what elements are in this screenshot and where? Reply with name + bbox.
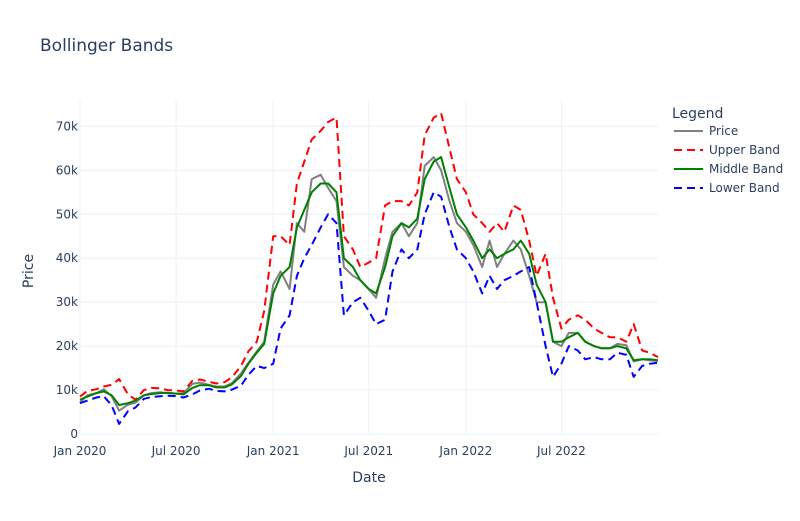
legend-title: Legend <box>672 106 723 122</box>
y-tick-label: 60k <box>56 163 78 177</box>
grid <box>79 100 658 435</box>
legend-item-price[interactable]: Price <box>674 124 738 138</box>
x-axis-ticks: Jan 2020 Jul 2020 Jan 2021 Jul 2021 Jan 2022… <box>53 444 586 458</box>
y-tick-label: 30k <box>56 295 78 309</box>
x-tick-label: Jul 2020 <box>151 444 201 458</box>
middle-band-line <box>79 156 659 406</box>
y-tick-label: 20k <box>56 339 78 353</box>
y-tick-label: 0 <box>70 427 78 441</box>
series-lines <box>79 112 659 425</box>
x-tick-label: Jul 2021 <box>343 444 393 458</box>
legend[interactable]: Legend Price Upper Band Middle Band Lower B… <box>672 106 783 195</box>
legend-label: Middle Band <box>709 162 783 176</box>
legend-label: Upper Band <box>709 143 780 157</box>
legend-items[interactable]: Price Upper Band Middle Band Lower Band <box>674 124 783 195</box>
y-tick-label: 10k <box>56 383 78 397</box>
x-tick-label: Jan 2020 <box>53 444 107 458</box>
x-tick-label: Jan 2022 <box>438 444 492 458</box>
y-axis-ticks: 0 10k 20k 30k 40k 50k 60k 70k <box>56 119 78 441</box>
lower-band-line <box>79 191 659 425</box>
legend-item-lower-band[interactable]: Lower Band <box>674 181 780 195</box>
x-tick-label: Jul 2022 <box>536 444 586 458</box>
y-axis-title: Price <box>21 254 37 288</box>
y-tick-label: 40k <box>56 251 78 265</box>
x-tick-label: Jan 2021 <box>246 444 300 458</box>
legend-label: Price <box>709 124 738 138</box>
y-tick-label: 70k <box>56 119 78 133</box>
legend-label: Lower Band <box>709 181 780 195</box>
y-tick-label: 50k <box>56 207 78 221</box>
chart-title: Bollinger Bands <box>40 36 173 56</box>
legend-item-middle-band[interactable]: Middle Band <box>674 162 783 176</box>
x-axis-title: Date <box>352 470 385 486</box>
upper-band-line <box>79 112 659 401</box>
legend-item-upper-band[interactable]: Upper Band <box>674 143 780 157</box>
